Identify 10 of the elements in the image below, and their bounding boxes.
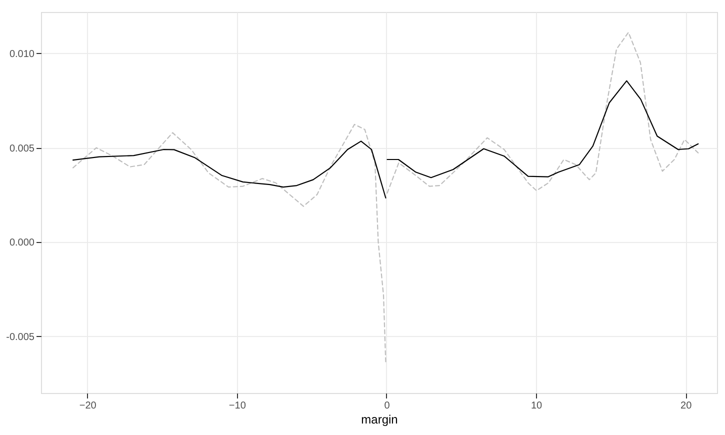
x-tick-label: −20 [79,400,97,412]
x-axis-title: margin [361,412,398,426]
y-tick-label: -0.005 [6,332,35,343]
y-tick-label: 0.000 [9,238,35,249]
y-tick-label: 0.010 [9,48,35,60]
x-tick-label: −10 [228,400,246,412]
x-tick-label: 20 [680,400,692,412]
x-tick-label: 0 [384,400,390,412]
x-tick-label: 10 [530,400,543,412]
y-tick-label: 0.005 [9,143,35,154]
